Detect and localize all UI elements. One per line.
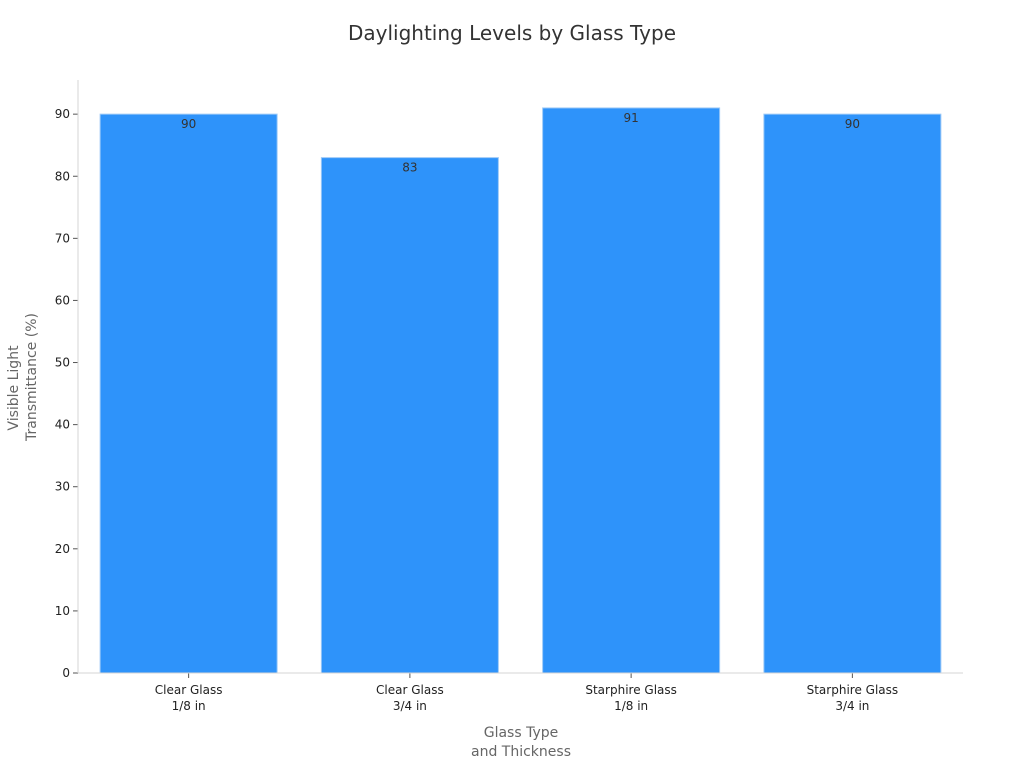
x-tick-label-4-line-1: Starphire Glass (807, 683, 899, 697)
x-tick-label-4-line-2: 3/4 in (835, 699, 869, 713)
y-tick-label-30: 30 (55, 480, 70, 494)
chart-title: Daylighting Levels by Glass Type (348, 21, 676, 45)
y-tick-label-50: 50 (55, 356, 70, 370)
y-axis-title-line-2: Transmittance (%) (24, 313, 40, 442)
bar-1 (99, 113, 278, 674)
bar-2 (320, 157, 499, 674)
x-axis-title-line-2: and Thickness (471, 744, 571, 760)
x-axis-title: Glass Type and Thickness (471, 725, 571, 760)
bar-4 (763, 113, 942, 674)
x-tick-label-3-line-1: Starphire Glass (585, 683, 677, 697)
labels-layer: 90 Clear Glass 1/8 in 83 Clear Glass 3/4 in 91… (55, 107, 898, 713)
data-label-3: 91 (623, 111, 638, 125)
x-tick-label-2-line-1: Clear Glass (376, 683, 444, 697)
x-tick-label-2-line-2: 3/4 in (393, 699, 427, 713)
x-tick-label-1-line-2: 1/8 in (172, 699, 206, 713)
bars-layer (99, 107, 942, 674)
x-axis-title-line-1: Glass Type (484, 725, 559, 741)
axes-layer (73, 80, 963, 678)
y-tick-label-80: 80 (55, 169, 70, 183)
y-tick-label-20: 20 (55, 542, 70, 556)
y-tick-label-60: 60 (55, 293, 70, 307)
data-label-1: 90 (181, 117, 196, 131)
data-label-2: 83 (402, 161, 417, 175)
data-label-4: 90 (845, 117, 860, 131)
y-tick-label-70: 70 (55, 231, 70, 245)
bar-3 (542, 107, 721, 674)
y-axis-title: Visible Light Transmittance (%) (6, 313, 40, 442)
y-tick-label-0: 0 (62, 666, 70, 680)
y-tick-label-10: 10 (55, 604, 70, 618)
x-tick-label-3-line-2: 1/8 in (614, 699, 648, 713)
x-tick-label-1-line-1: Clear Glass (155, 683, 223, 697)
y-tick-label-90: 90 (55, 107, 70, 121)
y-tick-label-40: 40 (55, 418, 70, 432)
y-axis-title-line-1: Visible Light (6, 345, 22, 431)
